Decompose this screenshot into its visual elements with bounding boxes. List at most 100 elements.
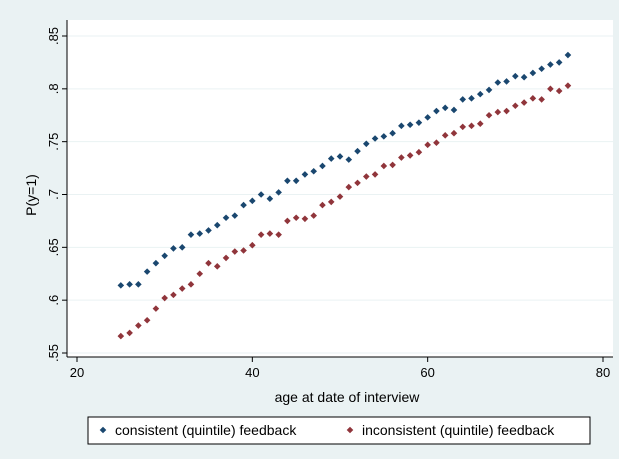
y-tick-label: .55 <box>46 344 61 362</box>
legend-marker-inconsistent <box>346 426 354 434</box>
point-inconsistent <box>389 161 396 169</box>
point-consistent <box>433 107 440 115</box>
point-consistent <box>520 73 528 81</box>
point-consistent <box>222 214 230 222</box>
point-consistent <box>319 162 326 170</box>
point-consistent <box>152 259 160 267</box>
point-consistent <box>336 153 344 160</box>
point-consistent <box>398 122 405 130</box>
point-consistent <box>292 177 300 185</box>
point-consistent <box>117 282 125 289</box>
point-consistent <box>310 167 317 175</box>
point-consistent <box>441 104 449 112</box>
point-inconsistent <box>205 259 212 267</box>
point-consistent <box>301 171 309 178</box>
point-consistent <box>249 197 256 205</box>
point-consistent <box>538 65 545 73</box>
point-inconsistent <box>371 171 379 178</box>
plot-area <box>67 20 613 357</box>
x-axis: 20 40 60 80 <box>67 356 613 380</box>
point-inconsistent <box>126 329 133 337</box>
x-tick-label: 60 <box>420 365 434 380</box>
point-inconsistent <box>152 305 160 312</box>
point-inconsistent <box>424 141 431 149</box>
point-inconsistent <box>222 254 230 262</box>
point-inconsistent <box>143 316 151 324</box>
point-consistent <box>406 121 414 129</box>
point-consistent <box>275 189 282 196</box>
y-tick-label: .85 <box>46 27 61 45</box>
point-consistent <box>231 212 239 219</box>
y-tick-label: .8 <box>46 83 61 94</box>
data-points <box>117 51 572 340</box>
point-inconsistent <box>380 162 388 170</box>
point-inconsistent <box>503 107 510 115</box>
point-inconsistent <box>135 322 142 329</box>
point-inconsistent <box>529 95 537 102</box>
point-consistent <box>564 51 572 59</box>
point-consistent <box>205 227 212 234</box>
point-inconsistent <box>249 241 256 249</box>
x-axis-title: age at date of interview <box>275 389 421 405</box>
point-inconsistent <box>538 96 545 103</box>
point-consistent <box>354 147 361 155</box>
y-tick-label: .6 <box>46 295 61 306</box>
point-consistent <box>126 281 133 288</box>
point-inconsistent <box>310 212 317 219</box>
point-consistent <box>485 86 493 94</box>
point-inconsistent <box>555 87 563 95</box>
legend-label-inconsistent: inconsistent (quintile) feedback <box>362 422 555 438</box>
point-inconsistent <box>433 139 440 147</box>
point-inconsistent <box>257 231 265 238</box>
point-inconsistent <box>468 122 475 130</box>
legend-marker-consistent <box>99 426 107 434</box>
point-inconsistent <box>564 82 572 89</box>
point-inconsistent <box>170 291 177 299</box>
point-inconsistent <box>327 198 335 206</box>
point-consistent <box>363 140 370 148</box>
point-inconsistent <box>441 132 449 139</box>
point-consistent <box>415 119 423 126</box>
point-consistent <box>143 268 151 275</box>
point-consistent <box>240 201 247 209</box>
point-consistent <box>161 252 168 260</box>
point-inconsistent <box>520 99 528 106</box>
point-inconsistent <box>213 263 221 270</box>
point-consistent <box>555 59 563 66</box>
x-tick-label: 40 <box>245 365 259 380</box>
x-tick-label: 20 <box>70 365 84 380</box>
point-inconsistent <box>547 85 554 93</box>
point-consistent <box>135 281 142 288</box>
point-inconsistent <box>231 248 239 255</box>
point-inconsistent <box>476 120 484 128</box>
point-consistent <box>424 114 431 121</box>
legend-markers <box>99 426 354 434</box>
point-inconsistent <box>398 154 405 161</box>
point-consistent <box>284 177 291 185</box>
point-inconsistent <box>336 193 344 200</box>
point-consistent <box>529 69 537 77</box>
point-inconsistent <box>354 179 361 187</box>
y-tick-label: .7 <box>46 189 61 200</box>
point-inconsistent <box>450 129 458 137</box>
point-consistent <box>476 90 484 98</box>
point-consistent <box>213 221 221 229</box>
y-axis-title: P(y=1) <box>23 174 39 216</box>
point-inconsistent <box>187 281 195 288</box>
point-inconsistent <box>301 215 309 223</box>
point-inconsistent <box>178 285 186 292</box>
point-inconsistent <box>319 201 326 209</box>
point-inconsistent <box>415 148 423 156</box>
point-consistent <box>503 78 510 85</box>
point-consistent <box>494 79 502 86</box>
point-consistent <box>345 156 353 163</box>
point-inconsistent <box>363 173 370 180</box>
point-consistent <box>380 133 388 140</box>
x-tick-label: 80 <box>596 365 610 380</box>
point-consistent <box>547 61 554 68</box>
point-consistent <box>266 195 274 203</box>
point-consistent <box>468 95 475 102</box>
point-inconsistent <box>485 111 493 119</box>
point-inconsistent <box>240 247 247 254</box>
